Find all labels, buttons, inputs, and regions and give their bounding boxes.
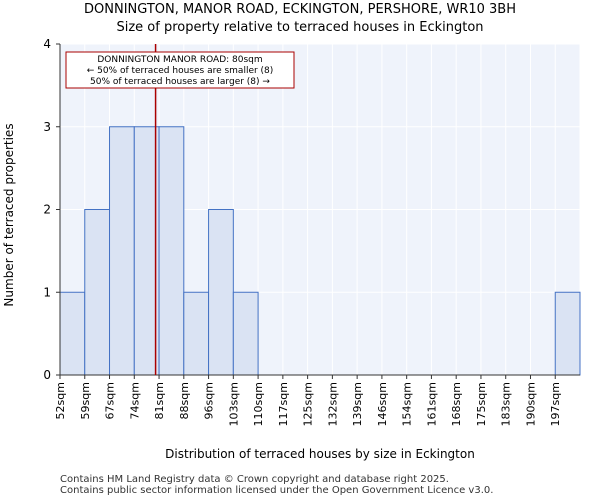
annotation-line1: DONNINGTON MANOR ROAD: 80sqm [97, 55, 262, 65]
chart-title-line2: Size of property relative to terraced ho… [116, 20, 484, 35]
bar-103sqm [232, 291, 259, 376]
x-tick-label: 52sqm [54, 382, 67, 419]
x-tick-label: 132sqm [326, 382, 339, 426]
footer-line1: Contains HM Land Registry data © Crown c… [60, 474, 449, 485]
x-tick-label: 125sqm [302, 382, 315, 426]
x-tick-label: 59sqm [79, 382, 92, 419]
x-tick-label: 146sqm [376, 382, 389, 426]
property-annotation: DONNINGTON MANOR ROAD: 80sqm ← 50% of te… [65, 51, 295, 89]
x-tick-label: 190sqm [524, 382, 537, 426]
bar-67sqm [109, 126, 135, 376]
bar-59sqm [84, 209, 111, 376]
annotation-line2: ← 50% of terraced houses are smaller (8) [87, 66, 274, 76]
x-tick-label: 139sqm [351, 382, 364, 426]
x-tick-label: 197sqm [549, 382, 562, 426]
x-axis-label: Distribution of terraced houses by size … [165, 447, 475, 461]
y-tick-label: 3 [43, 120, 51, 134]
x-tick-label: 168sqm [450, 382, 463, 426]
bar-88sqm [183, 291, 210, 376]
x-tick-label: 74sqm [128, 382, 141, 419]
annotation-line3: 50% of terraced houses are larger (8) → [90, 77, 270, 87]
x-tick-label: 154sqm [401, 382, 414, 426]
y-tick-label: 4 [43, 37, 51, 51]
bar-52sqm [59, 291, 86, 376]
x-tick-label: 110sqm [252, 382, 265, 426]
y-tick-label: 2 [43, 203, 51, 217]
x-tick-label: 103sqm [227, 382, 240, 426]
x-tick-label: 67sqm [104, 382, 117, 419]
bar-chart: 0 1 2 3 4 52sqm 59sqm 67sqm 74sqm 81sqm 88sqm 96sqm… [2, 37, 581, 461]
y-axis-label: Number of terraced properties [2, 123, 16, 306]
footer-line2: Contains public sector information licen… [60, 485, 494, 496]
x-tick-label: 88sqm [178, 382, 191, 419]
x-tick-label: 175sqm [475, 382, 488, 426]
x-tick-label: 183sqm [500, 382, 513, 426]
x-tick-label: 81sqm [153, 382, 166, 419]
y-tick-label: 1 [43, 285, 51, 299]
annotation-box [65, 51, 295, 89]
bar-197sqm [554, 291, 581, 376]
bar-81sqm [158, 126, 185, 376]
y-tick-label: 0 [43, 368, 51, 382]
x-tick-label: 117sqm [277, 382, 290, 426]
x-tick-label: 96sqm [203, 382, 216, 419]
chart-title-line1: DONNINGTON, MANOR ROAD, ECKINGTON, PERSH… [84, 2, 516, 17]
bar-96sqm [208, 209, 234, 376]
x-tick-label: 161sqm [425, 382, 438, 426]
